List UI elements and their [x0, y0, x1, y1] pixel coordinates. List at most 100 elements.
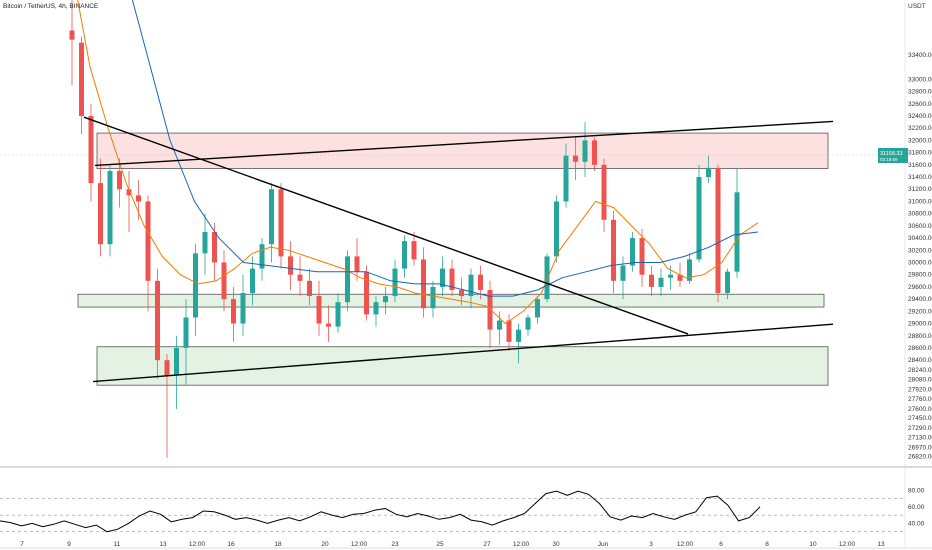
candle-body: [383, 296, 388, 303]
price-tick-label: 28800.00: [908, 333, 932, 340]
time-tick-label: 16: [227, 541, 235, 548]
trendline-descending[interactable]: [83, 116, 689, 335]
candle-body: [430, 286, 436, 309]
price-tick-label: 26970.00: [908, 444, 932, 451]
price-tick-label: 27920.00: [908, 386, 932, 393]
price-tick-label: 32000.00: [908, 137, 932, 144]
price-tick-label: 30400.00: [908, 235, 932, 242]
zone-upper-support: [77, 293, 825, 308]
rsi-tick-label: 80.00: [908, 487, 925, 494]
chart-title: Bitcoin / TetherUS, 4h, BINANCE: [3, 3, 99, 10]
candle-body: [145, 201, 151, 281]
candle-body: [269, 189, 274, 245]
price-tick-label: 31600.00: [908, 162, 932, 169]
candle-body: [658, 277, 664, 287]
candle-body: [696, 177, 702, 260]
current-price-tag: 31158.33 03:19:59: [878, 148, 908, 163]
candle-body: [649, 274, 654, 287]
trendline-ascending-lower[interactable]: [92, 323, 834, 383]
candle-body: [535, 299, 540, 318]
candle-body: [582, 140, 588, 162]
price-tick-label: 26820.00: [908, 454, 932, 461]
ma-fast-line: [77, 0, 759, 325]
candle-body: [297, 274, 303, 281]
rsi-tick-label: 60.00: [908, 504, 925, 511]
candle-body: [164, 360, 170, 376]
time-tick-label: 25: [436, 541, 444, 548]
zone-resistance: [96, 132, 829, 169]
time-tick-label: 30: [552, 541, 560, 548]
candle-body: [459, 289, 464, 297]
rsi-tick-label: 40.00: [908, 520, 925, 527]
price-tick-label: 29600.00: [908, 284, 932, 291]
rsi-pane: [0, 490, 905, 533]
ma-slow-line: [131, 0, 759, 297]
candle-body: [136, 195, 141, 202]
price-tag-box: [878, 148, 908, 163]
candle-body: [79, 42, 84, 116]
time-tick-label: 12:00: [351, 541, 368, 548]
candle-body: [126, 189, 132, 196]
candle-body: [335, 302, 341, 327]
candle-body: [687, 259, 692, 281]
price-tick-label: 27600.00: [908, 406, 932, 413]
price-tick-label: 33400.00: [908, 52, 932, 59]
candle-body: [468, 274, 474, 297]
candle-body: [478, 274, 483, 290]
price-tick-label: 29400.00: [908, 296, 932, 303]
candle-body: [506, 320, 512, 342]
candle-body: [630, 238, 635, 266]
candle-body: [98, 183, 103, 245]
candle-body: [107, 170, 113, 245]
rsi-line: [0, 490, 761, 533]
candle-body: [278, 189, 284, 257]
candle-body: [725, 271, 730, 294]
candle-body: [440, 268, 445, 287]
candle-body: [345, 256, 350, 303]
rsi-axis[interactable]: 80.00 60.00 40.00: [908, 487, 925, 527]
candle-body: [88, 115, 94, 184]
price-tick-label: 27450.00: [908, 415, 932, 422]
moving-averages: [77, 0, 759, 325]
time-tick-label: 18: [274, 541, 282, 548]
candle-body: [354, 256, 360, 272]
price-tick-label: 30200.00: [908, 247, 932, 254]
candle-body: [573, 155, 578, 162]
trendline-ascending-upper[interactable]: [94, 120, 834, 167]
time-tick-label: 27: [483, 541, 491, 548]
time-tick-label: 8: [765, 541, 769, 548]
price-tick-label: 32600.00: [908, 101, 932, 108]
candle-body: [677, 274, 683, 281]
candle-body: [592, 140, 597, 165]
currency-label: USDT: [908, 3, 926, 10]
time-tick-label: 13: [159, 541, 167, 548]
price-tick-label: 29800.00: [908, 272, 932, 279]
time-tick-label: 23: [391, 541, 399, 548]
price-tick-label: 31200.00: [908, 186, 932, 193]
price-axis[interactable]: 33400.00 33000.00 32800.00 32600.00 32400.00…: [908, 52, 932, 461]
candle-body: [307, 280, 312, 297]
candle-body: [250, 268, 255, 294]
candle-body: [611, 219, 616, 281]
time-tick-label: 11: [114, 541, 121, 548]
candle-body: [639, 238, 645, 275]
candle-body: [563, 155, 569, 202]
trendlines: [83, 116, 834, 383]
candle-body: [155, 280, 160, 361]
price-tick-label: 31000.00: [908, 198, 932, 205]
time-axis[interactable]: 7 9 11 13 12:00 16 18 20 12:00 23 25 27 12:00 30 Jun 3 1…: [20, 541, 885, 548]
candle-body: [364, 271, 369, 315]
price-tick-label: 31400.00: [908, 174, 932, 181]
time-tick-label: 3: [649, 541, 653, 548]
candle-body: [326, 323, 331, 327]
price-tick-label: 28080.00: [908, 377, 932, 384]
price-tick-label: 33000.00: [908, 76, 932, 83]
candlestick-series: [69, 0, 740, 458]
price-tick-label: 30000.00: [908, 259, 932, 266]
candle-body: [392, 268, 398, 297]
price-tick-label: 31800.00: [908, 150, 932, 157]
price-tick-label: 28240.00: [908, 367, 932, 374]
price-tick-label: 30600.00: [908, 223, 932, 230]
